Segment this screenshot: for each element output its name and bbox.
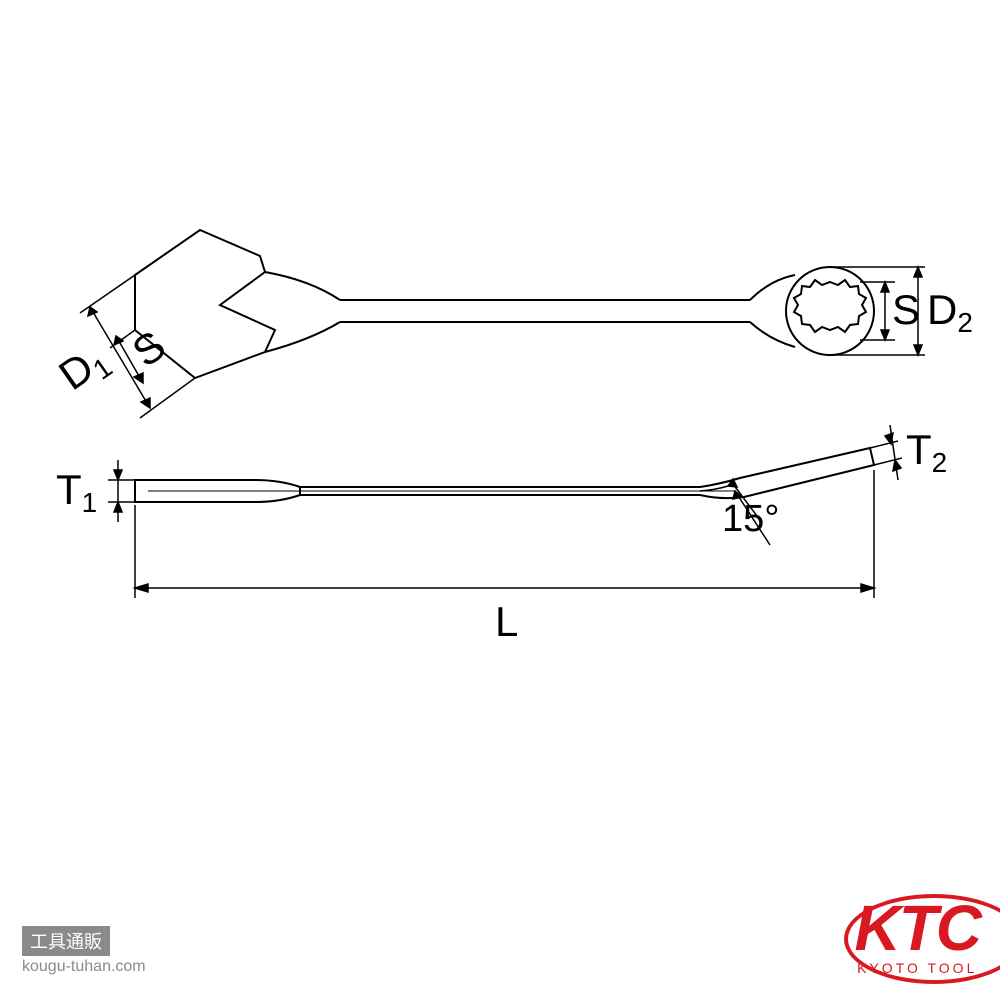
t1-dimension [108, 460, 135, 522]
ktc-logo: KTC KYOTO TOOL [854, 900, 980, 976]
label-angle: 15° [722, 498, 779, 541]
label-d2: D2 [927, 286, 973, 334]
shaft-lower-transition [265, 322, 340, 352]
top-view-group [135, 230, 874, 378]
label-length: L [495, 598, 518, 646]
watermark-url: kougu-tuhan.com [22, 958, 146, 976]
watermark-box: 工具通販 [22, 926, 110, 956]
twelve-point-socket [794, 280, 866, 332]
label-t1: T1 [56, 466, 97, 514]
side-view-group [135, 448, 874, 502]
box-end-outer [786, 267, 874, 355]
label-t2: T2 [906, 426, 947, 474]
watermark: 工具通販 kougu-tuhan.com [22, 926, 146, 976]
label-s-right: S [892, 286, 920, 334]
t2-dimension [870, 425, 902, 480]
wrench-diagram: D1 S S D2 T1 T2 15° L [0, 0, 1000, 1000]
shaft-upper-transition [265, 272, 340, 300]
diagram-svg [0, 0, 1000, 1000]
